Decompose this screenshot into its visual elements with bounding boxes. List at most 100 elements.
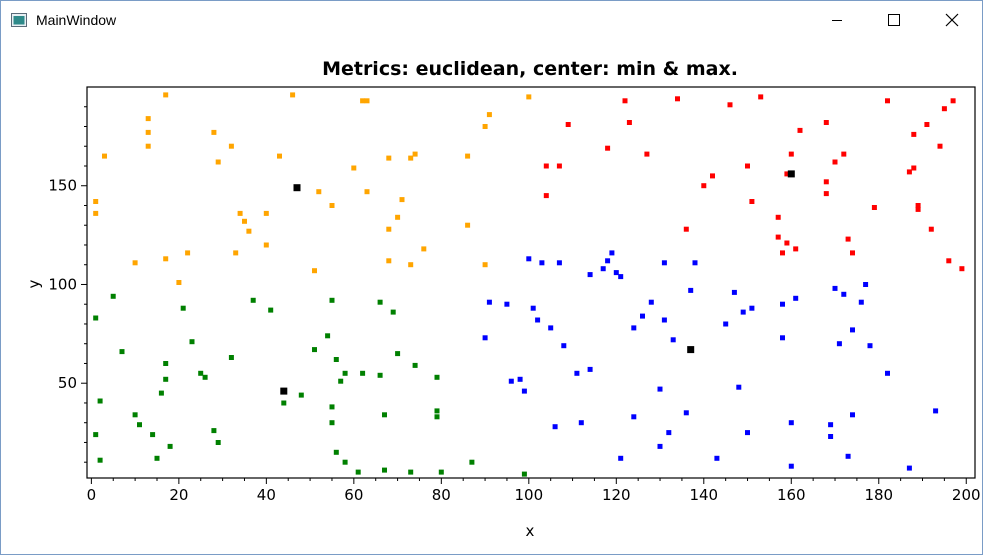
data-point	[793, 295, 799, 301]
data-point	[237, 210, 243, 216]
data-point	[250, 297, 256, 303]
data-point	[434, 408, 440, 414]
data-point	[167, 443, 173, 449]
x-tick-label: 160	[777, 486, 806, 504]
data-point	[710, 173, 715, 179]
data-point	[377, 372, 383, 378]
data-point	[438, 469, 444, 475]
scatter-chart: Metrics: euclidean, center: min & max. 0…	[25, 58, 981, 540]
data-point	[180, 305, 186, 311]
data-point	[793, 246, 799, 252]
data-point	[850, 250, 855, 256]
data-point	[543, 163, 549, 169]
data-point	[683, 410, 689, 416]
data-point	[714, 455, 720, 461]
data-point	[556, 163, 562, 169]
data-point	[386, 226, 392, 232]
center-point	[787, 170, 795, 178]
data-point	[526, 256, 532, 262]
data-point	[233, 250, 239, 256]
data-point	[360, 370, 366, 376]
data-point	[482, 335, 488, 341]
data-point	[434, 414, 440, 420]
data-point	[390, 309, 396, 315]
data-point	[640, 313, 645, 319]
data-point	[290, 92, 296, 98]
data-point	[329, 420, 335, 426]
data-point	[521, 471, 527, 477]
data-point	[399, 197, 405, 203]
data-point	[517, 376, 523, 382]
data-point	[382, 412, 387, 418]
data-point	[828, 434, 834, 439]
data-point	[377, 299, 383, 305]
data-point	[745, 430, 750, 436]
close-button[interactable]	[929, 1, 975, 39]
data-point	[408, 469, 414, 475]
data-point	[832, 285, 838, 291]
data-point	[333, 357, 339, 362]
data-point	[745, 163, 750, 169]
data-point	[202, 374, 208, 380]
data-point	[906, 465, 912, 471]
data-point	[395, 351, 401, 357]
x-tick-label: 200	[952, 486, 981, 504]
x-tick-label: 140	[689, 486, 718, 504]
y-axis-label: y	[25, 279, 43, 288]
data-point	[775, 234, 781, 240]
data-point	[215, 159, 221, 165]
data-point	[906, 169, 912, 175]
data-point	[863, 282, 869, 287]
data-point	[727, 102, 733, 108]
center-point	[687, 346, 695, 354]
data-point	[198, 370, 204, 376]
data-point	[688, 287, 694, 293]
data-point	[749, 199, 755, 204]
data-point	[408, 262, 414, 268]
data-point	[587, 366, 593, 372]
data-point	[605, 258, 611, 264]
data-point	[845, 453, 851, 459]
data-point	[565, 122, 571, 127]
data-point	[780, 250, 785, 256]
x-tick-label: 80	[432, 486, 451, 504]
minimize-button[interactable]	[814, 1, 860, 39]
axis-ticks: 0 20 40 60 80 100 120 140 160 180 200 50 100 150	[48, 106, 981, 504]
data-point	[211, 129, 217, 135]
data-point	[836, 341, 842, 347]
data-point	[780, 335, 785, 341]
data-point	[102, 153, 107, 159]
app-window-icon	[11, 13, 27, 27]
data-point	[845, 236, 851, 242]
data-point	[740, 309, 746, 315]
data-point	[137, 422, 142, 428]
data-point	[609, 250, 615, 256]
data-point	[657, 443, 663, 449]
data-point	[587, 272, 593, 278]
data-point	[600, 266, 606, 272]
data-point	[605, 145, 611, 151]
data-point	[832, 159, 838, 165]
data-point	[885, 370, 890, 376]
data-point	[242, 218, 247, 224]
data-point	[823, 191, 829, 197]
maximize-button[interactable]	[871, 1, 917, 39]
data-point	[758, 94, 764, 100]
data-point	[482, 262, 488, 268]
data-point	[626, 120, 632, 125]
title-bar[interactable]: MainWindow	[1, 1, 982, 39]
x-tick-label: 100	[514, 486, 543, 504]
data-point	[342, 459, 348, 465]
data-point	[504, 301, 510, 307]
data-point	[631, 325, 637, 331]
data-point	[158, 390, 164, 396]
data-point	[281, 400, 287, 406]
data-point	[316, 189, 322, 195]
data-point	[97, 398, 103, 404]
data-points	[93, 92, 965, 477]
data-point	[355, 469, 361, 475]
data-point	[928, 226, 934, 232]
data-point	[780, 301, 785, 307]
data-point	[775, 214, 781, 220]
